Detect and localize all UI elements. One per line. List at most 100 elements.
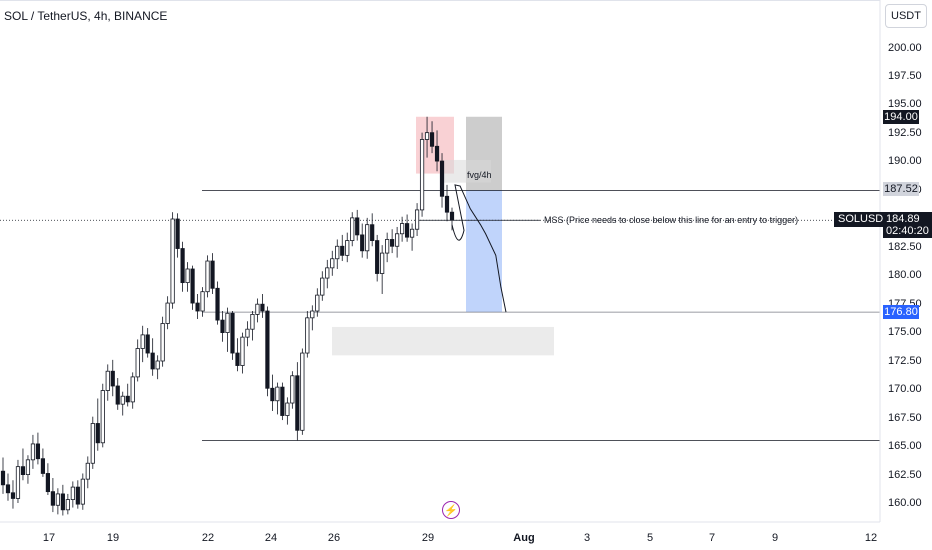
candle-body [70,486,75,500]
candle-body [180,248,185,284]
candle-body [30,443,36,461]
candle-body [140,334,145,349]
candle-body [280,386,285,416]
time-tick-label: 26 [327,532,341,544]
candle-body [250,314,255,330]
time-tick-label: 12 [864,532,878,544]
candle-body [360,234,365,252]
price-tick-label: 165.00 [888,440,922,452]
symbol-title: SOL / TetherUS, 4h, BINANCE [4,9,168,23]
candle-body [130,376,135,403]
price-tick-label: 197.50 [888,70,922,82]
candle-body [375,240,380,274]
candle-body [190,268,195,304]
candle-body [55,493,60,506]
candle-body [275,386,280,402]
candle-body [434,145,440,162]
candle-body [330,258,335,269]
candle-body [424,132,430,140]
price-tick-label: 172.50 [888,355,922,367]
candle-body [414,209,420,230]
candle-body [305,317,310,354]
candle-body [110,370,115,387]
candle-body [270,387,275,402]
candle-body [150,352,155,370]
price-tick-label: 200.00 [888,42,922,54]
candle-body [85,462,90,480]
candle-body [185,268,190,284]
candle-body [390,239,395,247]
candle-body [365,224,370,252]
candle-body [10,492,16,499]
candle-body [255,303,260,315]
candle-body [409,228,415,238]
price-tag-176-80: 176.80 [883,305,919,319]
candle-body [355,217,360,236]
candle-body [120,395,125,405]
time-tick-label: 7 [708,532,716,544]
candle-body [95,423,100,444]
fvg-zone [444,159,491,183]
lightning-icon[interactable]: ⚡ [442,501,460,519]
candle-body [100,390,105,444]
target-zone [466,190,502,313]
time-tick-label: 17 [42,532,56,544]
price-tick-label: 180.00 [888,269,922,281]
candle-body [320,277,325,296]
candle-body [439,160,445,197]
time-tick-label: 29 [421,532,435,544]
price-tick-label: 160.00 [888,497,922,509]
candle-body [385,239,390,254]
candle-body [429,132,435,147]
time-tick-label: 22 [201,532,215,544]
candle-body [105,370,110,391]
candle-body [310,310,315,319]
candle-body [419,139,425,211]
candle-body [300,352,305,431]
price-tag-187-52: 187.52 [883,182,919,196]
candle-body [449,211,455,221]
price-tick-label: 175.00 [888,326,922,338]
candle-body [50,491,55,506]
candle-body [25,459,31,476]
candle-body [0,470,6,486]
time-tick-label: 5 [646,532,654,544]
candle-body [60,493,65,511]
candle-body [345,240,350,256]
candle-body [175,218,180,249]
current-price-tag: 184.89 02:40:20 [883,212,932,238]
candle-body [115,385,120,405]
price-tick-label: 190.00 [888,155,922,167]
price-tick-label: 167.50 [888,412,922,424]
gray-zone [332,326,554,356]
candle-body [125,395,130,403]
candle-body [135,348,140,378]
symbol-price-label: SOLUSDT [834,212,894,227]
candle-body [65,499,70,511]
candle-body [15,466,21,499]
time-tick-label: 3 [583,532,591,544]
candle-body [380,252,385,274]
candle-body [225,312,230,333]
candle-body [35,443,41,460]
candle-body [215,287,220,321]
fvg-label: fvg/4h [467,170,492,180]
price-tick-label: 192.50 [888,127,922,139]
candle-body [444,195,450,213]
candle-body [350,217,355,241]
candle-body [220,319,225,334]
candle-body [80,478,85,505]
time-tick-label: 19 [106,532,120,544]
candle-body [335,245,340,260]
candle-body [205,260,210,293]
candle-body [5,484,11,494]
candle-body [245,328,250,338]
currency-unit-button[interactable]: USDT [885,4,927,28]
price-tick-label: 195.00 [888,98,922,110]
candle-body [265,310,270,389]
projected-price-path [451,184,507,313]
current-price: 184.89 [886,213,920,225]
price-tag-194: 194.00 [883,110,919,124]
price-tick-label: 170.00 [888,383,922,395]
